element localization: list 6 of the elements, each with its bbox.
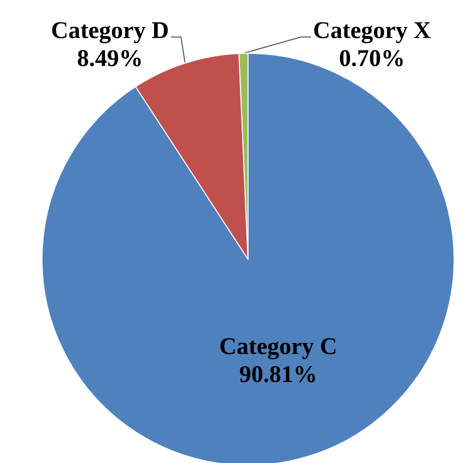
data-label: 8.49% (77, 46, 143, 72)
data-label: 90.81% (239, 362, 318, 388)
slice-label: Category C (219, 334, 338, 360)
slice-label: Category X (313, 18, 432, 44)
data-label: 0.70% (339, 46, 405, 72)
slice-label: Category D (51, 18, 169, 44)
